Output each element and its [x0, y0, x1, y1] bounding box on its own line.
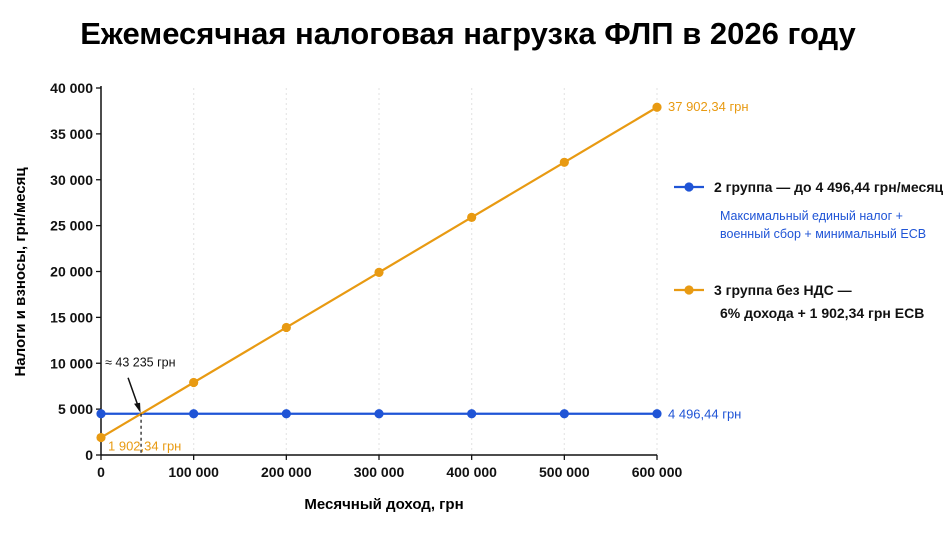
data-point	[374, 409, 384, 419]
x-tick-label: 200 000	[261, 464, 312, 480]
data-point	[467, 409, 477, 419]
data-point	[374, 267, 384, 277]
annotation-arrowhead	[134, 402, 141, 413]
annotation-label: ≈ 43 235 грн	[105, 356, 176, 370]
legend-description-line2: военный сбор + минимальный ЕСВ	[720, 227, 926, 241]
y-tick-label: 0	[85, 447, 93, 463]
y-tick-label: 35 000	[50, 126, 93, 142]
y-tick-label: 20 000	[50, 264, 93, 280]
legend-label-group3-line2: 6% дохода + 1 902,34 грн ЕСВ	[720, 305, 924, 321]
y-axis-title: Налоги и взносы, грн/месяц	[12, 167, 29, 377]
data-point	[652, 102, 662, 112]
y-tick-label: 10 000	[50, 355, 93, 371]
y-tick-label: 5 000	[58, 401, 93, 417]
group2-end-label: 4 496,44 грн	[668, 407, 741, 422]
data-point	[559, 157, 569, 167]
legend-label-group3-line1: 3 группа без НДС —	[714, 282, 852, 298]
grid	[193, 88, 658, 455]
legend: 2 группа — до 4 496,44 грн/месяц Максимал…	[674, 179, 943, 321]
data-point	[96, 432, 106, 443]
x-tick-label: 300 000	[354, 464, 405, 480]
chart-title: Ежемесячная налоговая нагрузка ФЛП в 202…	[80, 16, 856, 51]
x-tick-label: 100 000	[168, 464, 219, 480]
data-point	[189, 377, 199, 388]
data-point	[652, 409, 662, 419]
data-point	[189, 409, 199, 419]
data-point	[281, 409, 291, 419]
x-tick-label: 400 000	[446, 464, 497, 480]
legend-swatch-marker	[684, 182, 694, 192]
legend-label-group2: 2 группа — до 4 496,44 грн/месяц	[714, 179, 943, 195]
y-tick-label: 15 000	[50, 309, 93, 325]
legend-description-line1: Максимальный единый налог +	[720, 209, 903, 223]
data-labels: ≈ 43 235 грн 4 496,44 грн 37 902,34 грн 1 9…	[105, 99, 749, 455]
group3-start-label: 1 902,34 грн	[108, 439, 181, 454]
legend-swatch-marker	[684, 285, 694, 295]
y-tick-label: 25 000	[50, 218, 93, 234]
group3-end-label: 37 902,34 грн	[668, 99, 749, 114]
series-group	[96, 102, 662, 443]
data-point	[96, 409, 106, 419]
y-tick-label: 40 000	[50, 80, 93, 96]
data-point	[559, 409, 569, 419]
x-tick-label: 500 000	[539, 464, 590, 480]
x-axis-title: Месячный доход, грн	[304, 496, 463, 513]
axes: 0 5 000 10 000 15 000 20 000 25 000 30 000 35 0…	[50, 80, 682, 480]
y-tick-label: 30 000	[50, 172, 93, 188]
data-point	[281, 322, 291, 333]
x-tick-label: 600 000	[632, 464, 683, 480]
data-point	[467, 212, 477, 222]
x-tick-label: 0	[97, 464, 105, 480]
